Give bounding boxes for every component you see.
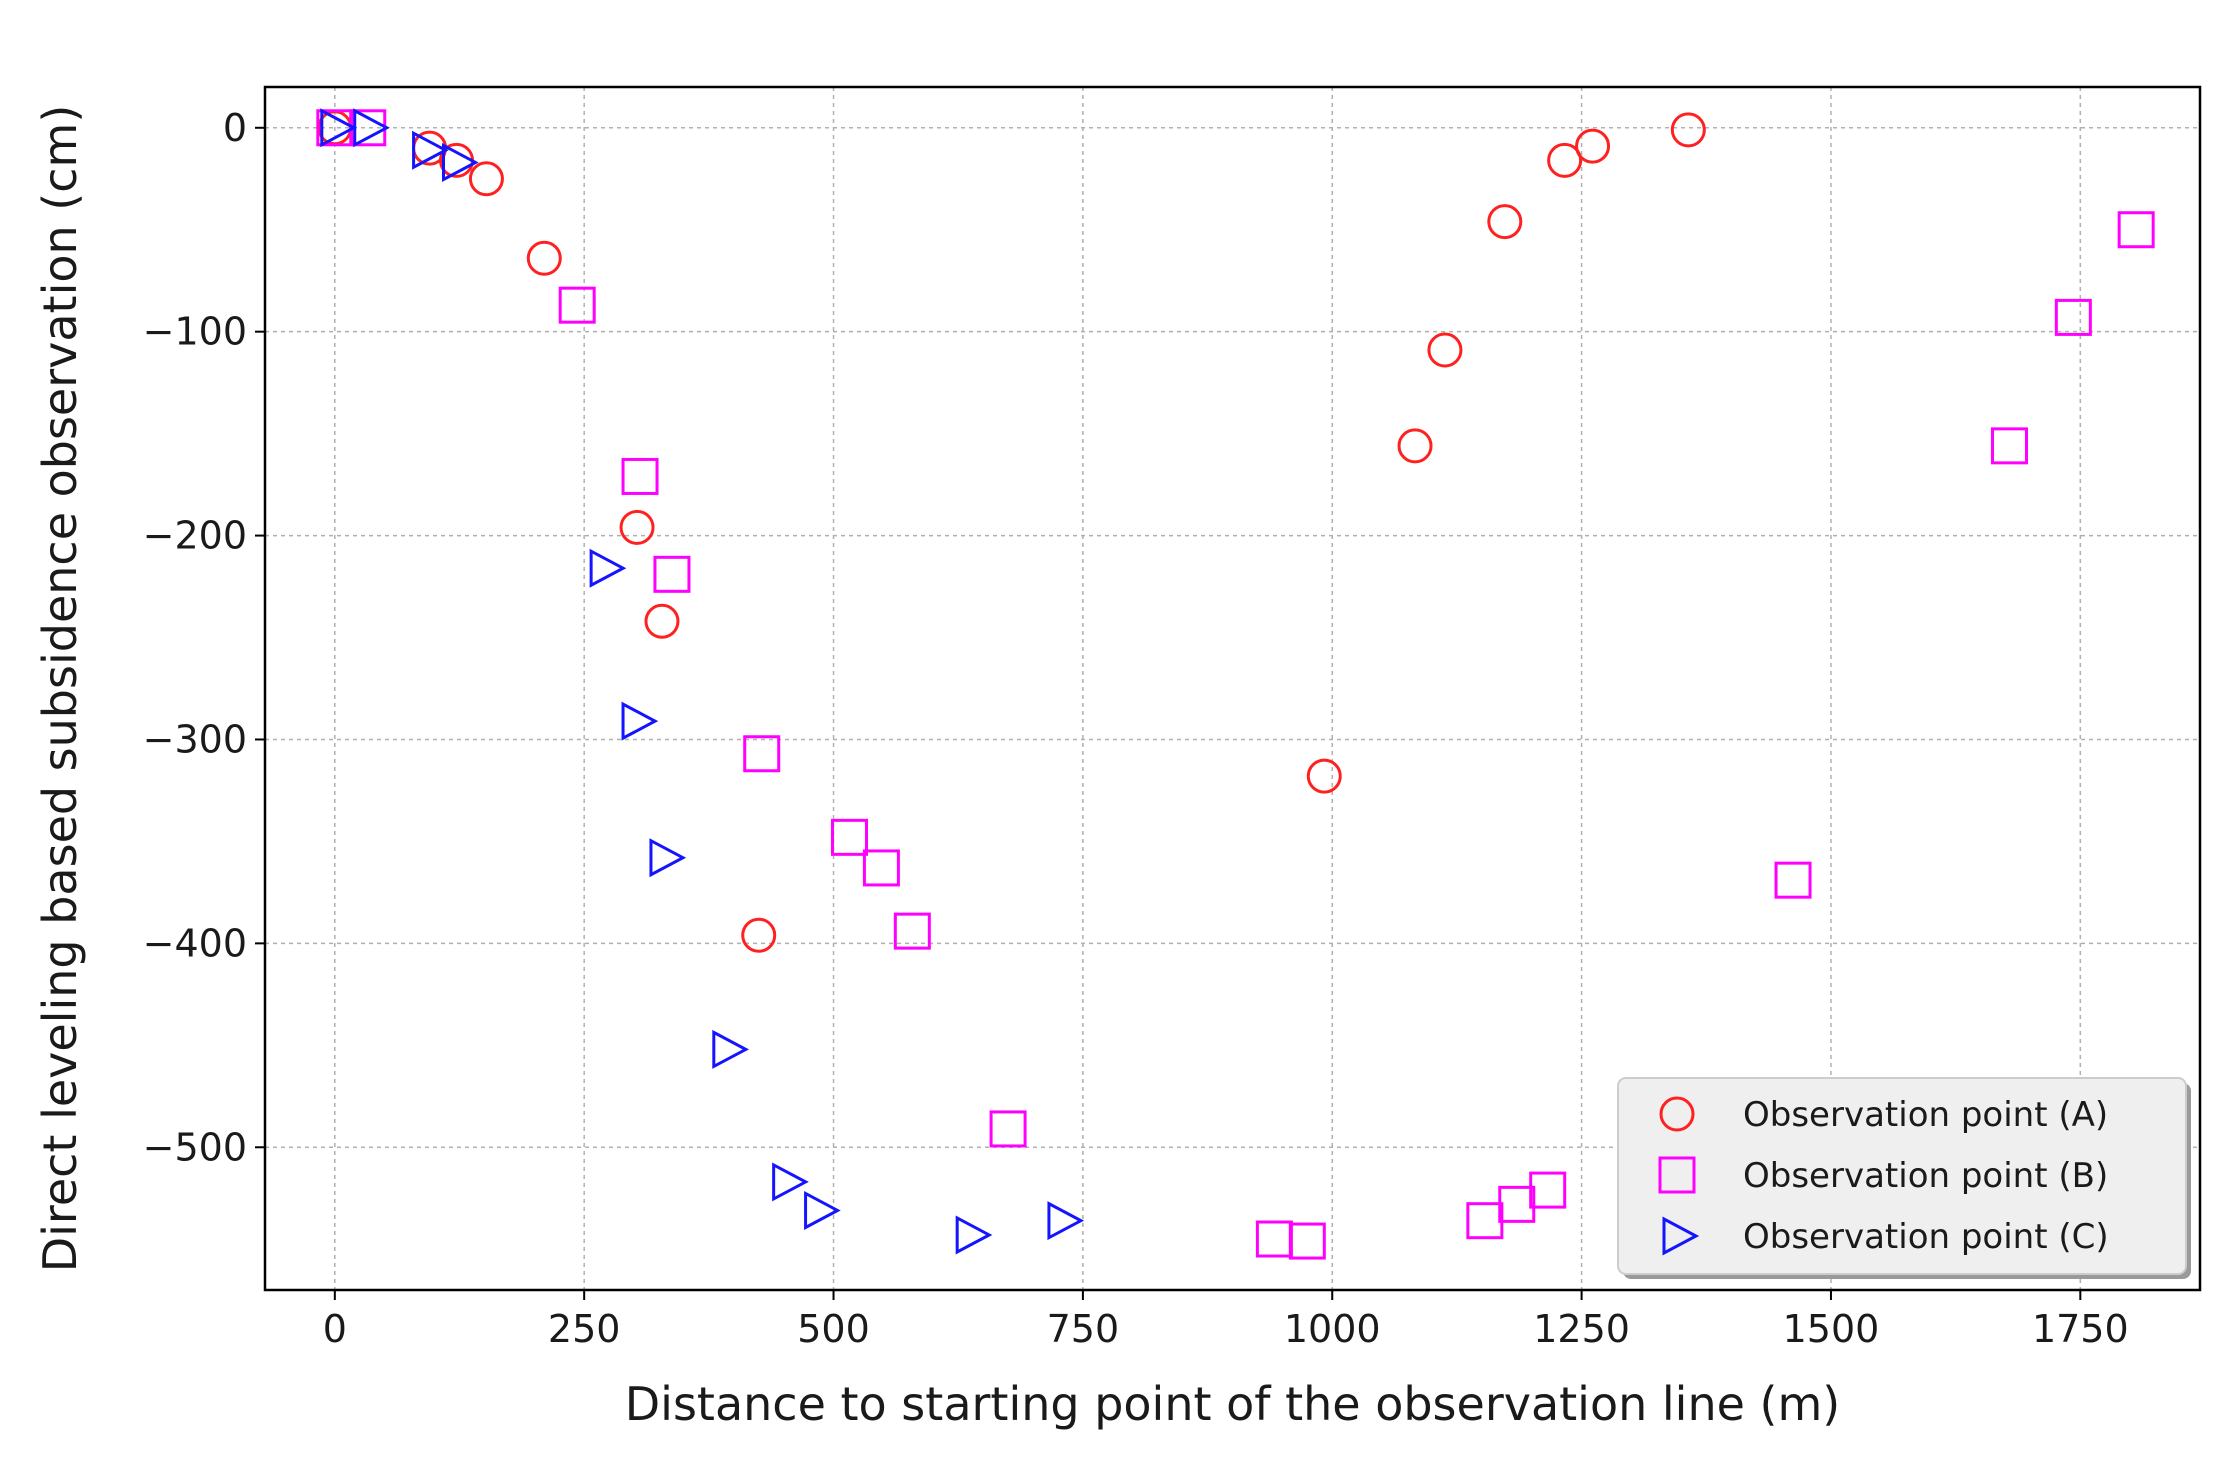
data-point xyxy=(989,1110,1027,1148)
data-point xyxy=(1487,204,1523,240)
data-point xyxy=(712,1029,750,1069)
series-0 xyxy=(317,110,1706,953)
data-point xyxy=(862,849,900,887)
grid xyxy=(265,87,2200,1290)
data-point xyxy=(1670,112,1706,148)
data-point xyxy=(1529,1171,1567,1209)
data-point xyxy=(804,1190,841,1230)
data-point xyxy=(526,240,562,276)
y-tick-label: −200 xyxy=(143,514,247,558)
data-point xyxy=(1990,427,2028,465)
data-point xyxy=(558,286,596,324)
legend: Observation point (A) Observation point (… xyxy=(1617,1077,2191,1279)
data-point xyxy=(353,108,390,148)
data-point xyxy=(619,509,655,545)
legend-marker xyxy=(1662,1216,1700,1256)
y-tick-label: −100 xyxy=(143,310,247,354)
data-point xyxy=(1047,1201,1085,1241)
data-point xyxy=(1575,128,1611,164)
data-point xyxy=(644,603,680,639)
axis-ticks: 0 250 500 750 1000 1250 1500 1750 0 −100 −200 −300 −… xyxy=(143,106,2129,1351)
legend-marker xyxy=(1658,1156,1696,1194)
data-point xyxy=(955,1215,993,1255)
x-tick-label: 1000 xyxy=(1284,1307,1381,1351)
data-point xyxy=(2054,298,2092,336)
y-tick-label: 0 xyxy=(223,106,247,150)
data-point xyxy=(649,838,687,878)
data-point xyxy=(1288,1222,1326,1260)
plot-area-frame xyxy=(263,85,2202,1292)
data-point xyxy=(1306,758,1342,794)
data-point xyxy=(1255,1220,1293,1258)
data-point xyxy=(1774,861,1812,899)
data-point xyxy=(320,108,358,148)
data-point xyxy=(1427,332,1463,368)
x-tick-label: 1250 xyxy=(1533,1307,1630,1351)
x-tick-label: 500 xyxy=(797,1307,870,1351)
data-point xyxy=(589,548,627,588)
data-point xyxy=(621,457,659,495)
y-tick-label: −500 xyxy=(143,1125,247,1169)
x-axis-label: Distance to starting point of the observ… xyxy=(625,1377,1840,1431)
legend-marker xyxy=(1659,1096,1695,1132)
data-point xyxy=(741,917,777,953)
data-point xyxy=(412,130,449,170)
data-point xyxy=(1498,1185,1536,1223)
data-point xyxy=(830,818,868,856)
legend-label: Observation point (A) xyxy=(1743,1095,2108,1135)
data-point xyxy=(743,735,781,773)
x-tick-label: 750 xyxy=(1047,1307,1120,1351)
legend-box xyxy=(1617,1077,2187,1275)
x-tick-label: 250 xyxy=(548,1307,621,1351)
x-tick-label: 0 xyxy=(323,1307,347,1351)
data-point xyxy=(468,161,504,197)
data-points xyxy=(316,108,2155,1260)
data-point xyxy=(1466,1202,1504,1240)
data-point xyxy=(1547,142,1583,178)
legend-label: Observation point (B) xyxy=(1743,1156,2108,1196)
y-axis-label: Direct leveling based subsidence observa… xyxy=(33,105,87,1273)
y-tick-label: −400 xyxy=(143,921,247,965)
data-point xyxy=(442,142,479,182)
legend-label: Observation point (C) xyxy=(1743,1217,2109,1257)
data-point xyxy=(772,1162,809,1202)
y-tick-label: −300 xyxy=(143,717,247,761)
data-point xyxy=(653,555,691,593)
data-point xyxy=(621,701,659,741)
series-2 xyxy=(320,108,1085,1255)
data-point xyxy=(2117,211,2155,249)
data-point xyxy=(1397,428,1433,464)
data-point xyxy=(893,912,931,950)
x-tick-label: 1750 xyxy=(2032,1307,2129,1351)
x-tick-label: 1500 xyxy=(1783,1307,1880,1351)
